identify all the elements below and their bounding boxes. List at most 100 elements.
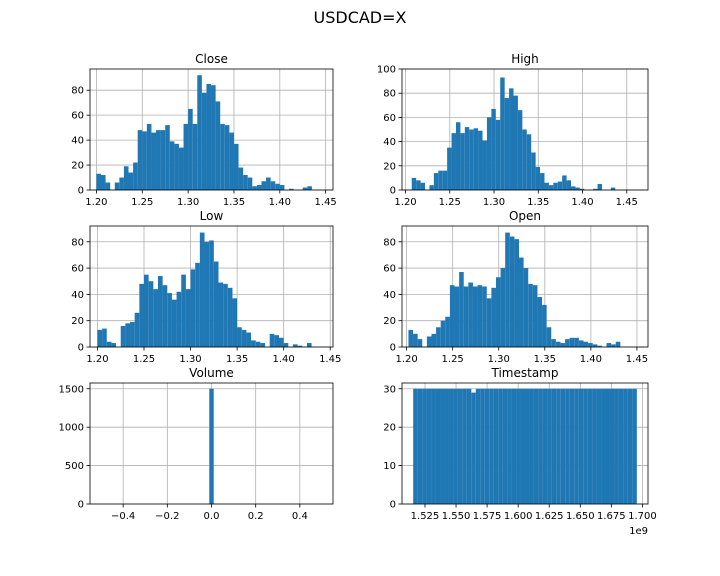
histogram-bar — [482, 286, 487, 347]
histogram-bar — [623, 388, 628, 504]
y-tick-label: 40 — [71, 136, 84, 147]
histogram-bar — [408, 329, 414, 347]
histogram-bar — [445, 316, 450, 347]
histogram-bar — [575, 187, 580, 190]
histogram-bar — [538, 388, 543, 504]
subplot-close: Close 1.20 1.25 1.30 1.35 1.40 1.45 0 20 40 60 80 — [71, 52, 337, 208]
histogram-bar — [520, 388, 525, 504]
histogram-bar — [431, 333, 437, 347]
axes-frame — [401, 382, 649, 505]
histogram-bar — [495, 277, 501, 347]
histogram-bar — [457, 388, 463, 504]
histogram-bar — [606, 343, 612, 347]
histogram-bar — [489, 388, 494, 504]
x-tick-label: 1.25 — [439, 197, 461, 208]
histogram-bar — [256, 185, 262, 190]
y-tick-label: 1500 — [59, 384, 84, 395]
histogram-bar — [491, 287, 496, 347]
histogram-bar — [504, 98, 510, 190]
y-tick-label: 20 — [71, 316, 84, 327]
x-tick-label: 1.525 — [411, 511, 440, 522]
histogram-bar — [297, 345, 303, 347]
histogram-bar — [417, 339, 423, 347]
histogram-bar — [618, 388, 624, 504]
x-tick-label: 1.45 — [616, 197, 638, 208]
histogram-bar — [178, 147, 184, 190]
histogram-bar — [493, 388, 499, 504]
histogram-bar — [491, 108, 496, 190]
subplot-title: Timestamp — [491, 366, 559, 380]
y-tick-label: 20 — [383, 423, 396, 434]
histogram-bar — [292, 344, 298, 347]
subplot-volume: Volume −0.4 −0.2 0.0 0.2 0.4 0 500 1000 1500 — [59, 366, 334, 522]
histogram-bar — [213, 261, 219, 347]
y-tick-label: 60 — [383, 113, 396, 124]
histogram-bar — [560, 343, 566, 347]
histogram-bar — [537, 297, 543, 347]
x-tick-label: 1.20 — [394, 197, 416, 208]
histogram-bar — [462, 388, 467, 504]
histogram-bar — [111, 343, 117, 347]
histogram-bar — [128, 172, 134, 190]
histogram-bar — [451, 133, 456, 190]
histogram-bar — [551, 339, 556, 347]
histogram-bar — [237, 327, 242, 347]
histogram-bar — [569, 388, 575, 504]
histogram-bar — [583, 341, 589, 347]
histogram-bar — [422, 388, 427, 504]
y-tick-label: 80 — [71, 86, 84, 97]
histogram-bar — [183, 123, 189, 190]
histogram-bar — [241, 329, 247, 347]
subplot-title: Close — [195, 52, 228, 66]
histogram-bar — [593, 188, 598, 190]
histogram-bar — [105, 182, 111, 190]
histogram-bar — [215, 101, 221, 190]
histogram-bar — [540, 173, 545, 190]
y-tick-label: 20 — [71, 161, 84, 172]
histogram-bar — [185, 289, 191, 347]
histogram-bar — [97, 329, 103, 347]
histogram-bar — [167, 293, 172, 347]
histogram-bar — [473, 128, 479, 190]
histogram-bar — [283, 343, 289, 347]
y-tick-label: 80 — [383, 89, 396, 100]
histogram-bar — [546, 327, 552, 347]
x-tick-label: 1.20 — [86, 354, 108, 365]
x-tick-label: 1.35 — [223, 197, 245, 208]
histogram-bar — [505, 232, 510, 347]
histogram-bar — [261, 181, 267, 190]
histogram-bar — [176, 291, 182, 347]
histogram-bar — [449, 285, 455, 347]
x-tick-label: 1.40 — [273, 354, 295, 365]
histogram-bar — [495, 119, 501, 190]
histogram-bar — [119, 177, 124, 190]
histogram-bar — [229, 132, 234, 190]
axes-frame — [401, 225, 649, 348]
histogram-bar — [270, 181, 276, 190]
subplot-title: Volume — [189, 366, 234, 380]
subplot-high: High 1.20 1.25 1.30 1.35 1.40 1.45 0 20 40 60 80 100 — [377, 52, 649, 208]
x-tick-label: 1.40 — [571, 197, 593, 208]
histogram-bar — [455, 122, 461, 190]
histogram-bar — [464, 127, 470, 190]
x-tick-label: 1.625 — [535, 511, 564, 522]
histogram-bar — [106, 341, 112, 347]
y-tick-label: 20 — [383, 161, 396, 172]
histogram-bar — [547, 388, 552, 504]
x-tick-label: 0.0 — [204, 511, 220, 522]
histogram-bar — [96, 173, 102, 190]
histogram-bar — [533, 388, 539, 504]
y-tick-label: 60 — [71, 111, 84, 122]
histogram-bar — [199, 232, 205, 347]
histogram-bar — [181, 274, 186, 347]
histogram-bar — [578, 340, 584, 347]
histogram-bar — [157, 275, 163, 347]
histogram-bar — [125, 323, 131, 347]
histogram-bar — [597, 183, 602, 190]
histogram-bar — [565, 339, 570, 347]
histogram-bar — [548, 185, 554, 190]
histogram-bar — [553, 182, 558, 190]
x-tick-label: 1.600 — [504, 511, 533, 522]
x-tick-label: 1.30 — [483, 197, 505, 208]
histogram-bar — [588, 343, 593, 347]
